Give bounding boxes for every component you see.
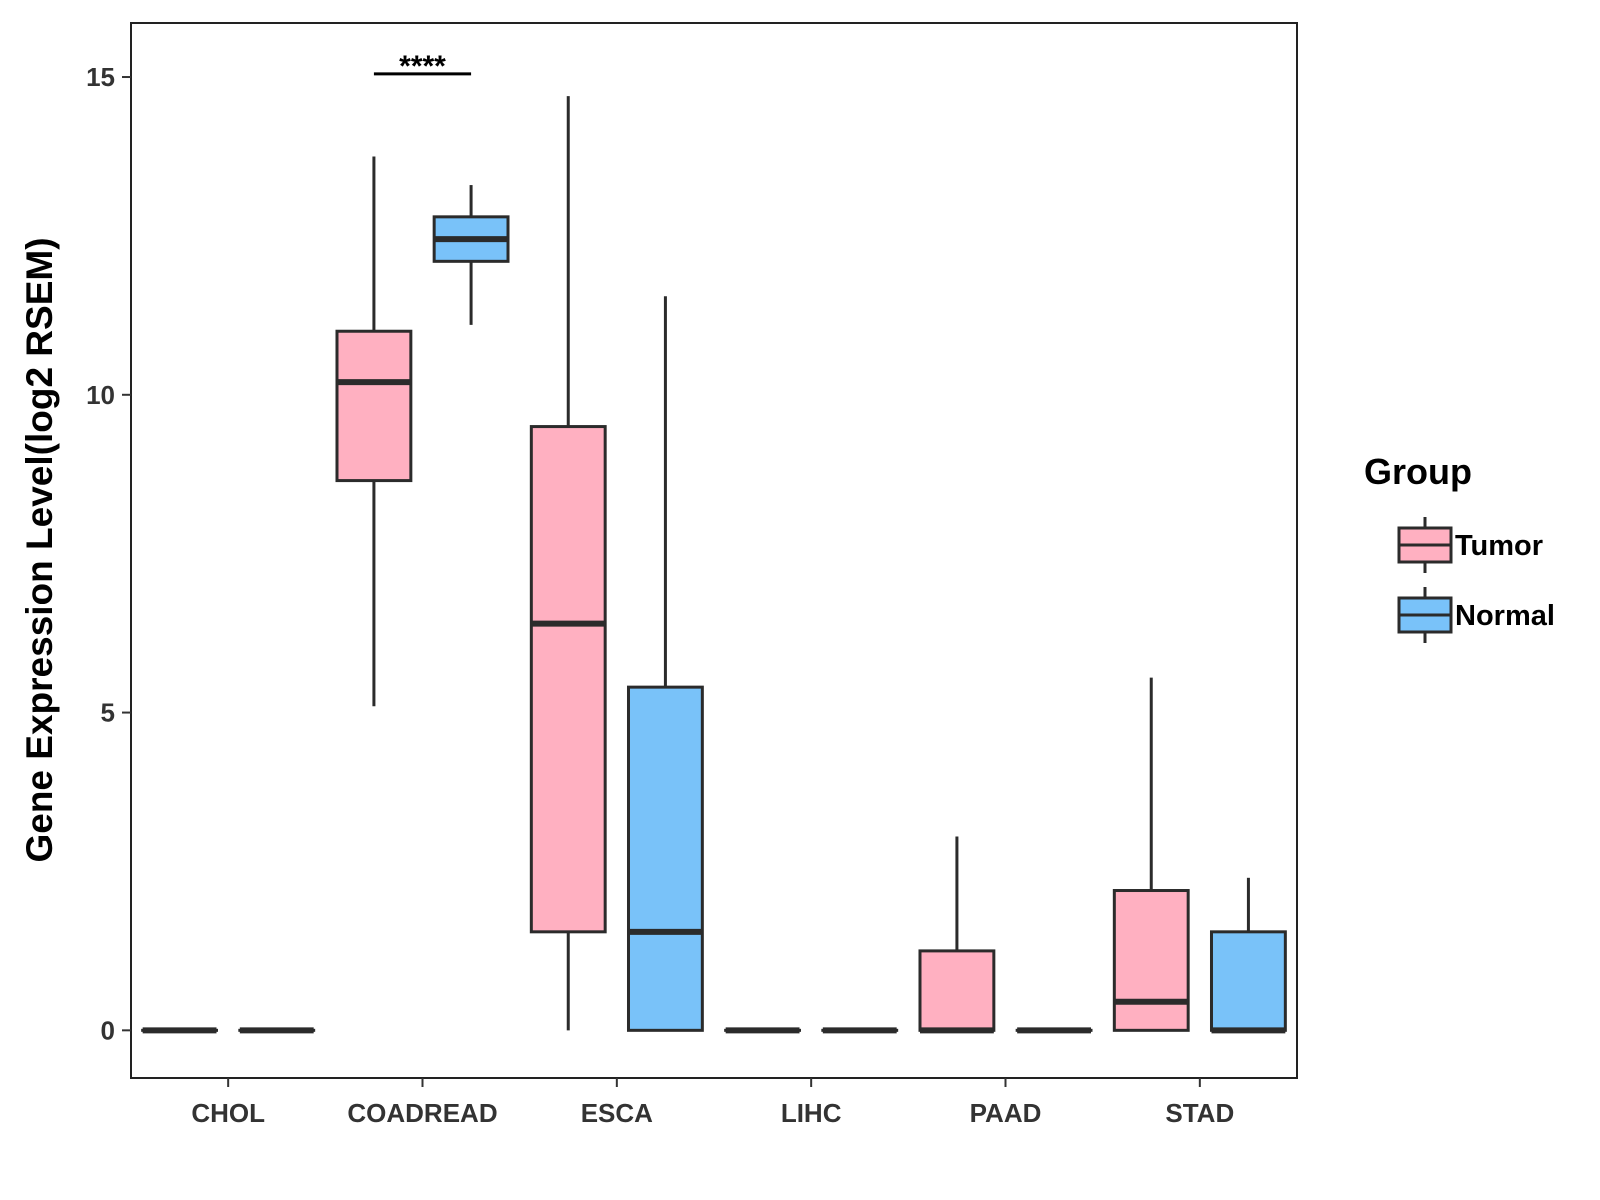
legend-label: Normal [1455, 600, 1555, 632]
box-tumor-paad [918, 836, 996, 1034]
y-axis-label: Gene Expression Level(log2 RSEM) [19, 237, 60, 862]
y-tick-label: 15 [86, 62, 115, 92]
boxes-layer [141, 96, 1287, 1034]
box-body [529, 425, 607, 934]
box-body [626, 685, 704, 1032]
x-tick-label-esca: ESCA [581, 1098, 653, 1128]
y-tick-label: 10 [86, 380, 115, 410]
legend: Group Tumor Normal [1364, 451, 1555, 643]
legend-label: Tumor [1455, 530, 1543, 562]
box-body [335, 329, 413, 483]
box-body [1209, 930, 1287, 1032]
box-tumor-esca [529, 96, 607, 1031]
x-tick-label-stad: STAD [1165, 1098, 1234, 1128]
box-body [1112, 889, 1190, 1032]
annotation-layer: **** [373, 50, 472, 83]
y-tick-label: 0 [101, 1015, 115, 1045]
legend-item-tumor: Tumor [1397, 517, 1543, 573]
box-normal-stad [1209, 877, 1287, 1034]
axes-layer: 0 5 10 15 CHOL COADREAD ESCA LIHC PAAD STAD [86, 62, 1234, 1128]
plot-panel [130, 22, 1298, 1079]
box-tumor-coadread [335, 156, 413, 707]
box-normal-esca [626, 296, 704, 1032]
y-tick-label: 5 [101, 698, 115, 728]
box-body [918, 949, 996, 1032]
legend-title: Group [1364, 451, 1472, 492]
x-tick-label-coadread: COADREAD [347, 1098, 497, 1128]
x-tick-label-lihc: LIHC [781, 1098, 842, 1128]
x-tick-label-chol: CHOL [191, 1098, 265, 1128]
box-tumor-stad [1112, 677, 1190, 1032]
significance-label: **** [399, 50, 446, 83]
legend-item-normal: Normal [1397, 587, 1555, 643]
box-normal-coadread [432, 185, 510, 325]
x-tick-label-paad: PAAD [970, 1098, 1042, 1128]
